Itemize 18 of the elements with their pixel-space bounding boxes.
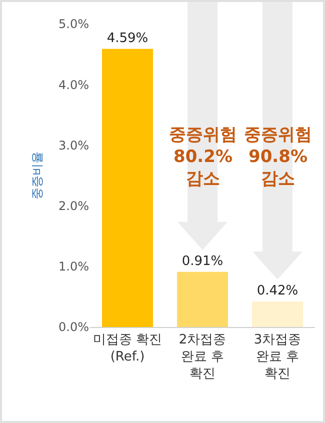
y-tick-label: 1.0%	[58, 260, 89, 274]
x-tick-label: 3차접종 완료 후 확진	[254, 332, 302, 382]
data-label: 0.91%	[182, 254, 224, 269]
x-tick-label: 미접종 확진 (Ref.)	[92, 332, 162, 364]
y-axis-title: 중증비율	[30, 152, 44, 200]
y-tick-label: 3.0%	[58, 138, 89, 152]
y-tick-label: 4.0%	[58, 78, 89, 92]
annotation: 중증위험 80.2% 감소	[169, 125, 237, 190]
y-tick-label: 5.0%	[58, 17, 89, 32]
y-tick-label: 0.0%	[58, 320, 89, 334]
bar	[252, 302, 303, 327]
y-tick-label: 2.0%	[58, 199, 89, 213]
x-tick-label: 2차접종 완료 후 확진	[178, 332, 226, 382]
data-label: 4.59%	[106, 30, 148, 46]
bar	[177, 272, 228, 327]
data-label: 0.42%	[256, 284, 298, 299]
annotation: 중증위험 90.8% 감소	[244, 125, 312, 190]
bar	[102, 48, 153, 327]
